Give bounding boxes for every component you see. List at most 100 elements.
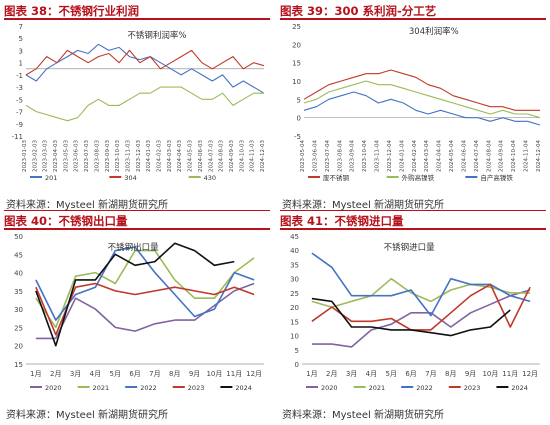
legend-label: 自产高镍铁 [480,173,513,182]
y-tick-label: 40 [14,270,23,278]
x-tick-label: 2024-12-04 [536,140,542,172]
y-tick-label: 20 [14,343,23,351]
y-tick-label: 15 [14,361,23,369]
chart-title: 不锈钢利润率% [127,30,186,41]
y-tick-label: 45 [14,251,23,259]
y-tick-label: 30 [14,306,23,314]
y-tick-label: 25 [290,290,299,298]
y-tick-label: 25 [292,23,301,31]
series-line-430 [25,86,264,122]
y-tick-label: 0 [295,361,299,369]
source-note-41: 资料来源：Mysteel 新湖期货研究所 [282,410,444,421]
y-tick-label: 7 [19,23,23,31]
legend-label: 201 [45,174,57,182]
legend-label: 2022 [416,384,433,392]
series-line-2021 [35,249,255,329]
x-tick-label: 2024-12-03 [260,140,266,172]
y-tick-label: 0 [297,115,301,123]
x-tick-label: 5月 [386,370,397,378]
chart-title: 304利润率% [409,26,459,37]
x-tick-label: 2023-02-03 [32,140,38,172]
x-tick-label: 2024-09-03 [229,140,235,172]
x-tick-label: 3月 [70,370,81,378]
series-line-2021 [311,277,531,308]
x-tick-label: 2023-09-04 [350,140,356,172]
import-volume-chart: 45 40 35 30 25 20 15 10 5 0 1月 2月 3月 4月 5月 6月 7月 8月 9月 10月 1… [290,233,540,392]
y-tick-label: -11 [12,133,23,141]
x-tick-label: 2024-04-03 [177,140,183,172]
y-tick-label: 10 [292,78,301,86]
x-tick-label: 2023-09-03 [105,140,111,172]
chart-title: 不锈钢进口量 [384,242,436,253]
series-line-废不锈钢 [303,69,540,111]
y-tick-label: -7 [16,109,23,117]
export-volume-chart: 50 45 40 35 30 25 20 15 1月 2月 3月 4月 5月 6月 7月 8月 9月 10月 11月… [14,233,264,392]
x-tick-label: 2024-10-04 [511,140,517,172]
x-tick-label: 4月 [90,370,101,378]
x-tick-label: 2024-05-03 [188,140,194,172]
source-note-40: 资料来源：Mysteel 新湖期货研究所 [6,410,168,421]
chart-header-39: 图表 39：300 系利润-分工艺 [280,3,546,20]
y-tick-label: 50 [14,233,23,241]
series-line-304 [25,49,265,76]
y-tick-label: 20 [290,304,299,312]
x-tick-label: 2023-05-03 [63,140,69,172]
x-tick-label: 1月 [30,370,41,378]
x-tick-label: 2023-07-03 [84,140,90,172]
legend-label: 外购高镍铁 [402,173,435,182]
x-tick-label: 6月 [129,370,140,378]
x-tick-label: 2024-02-04 [412,140,418,172]
x-tick-label: 2024-07-04 [474,140,480,172]
x-tick-label: 2024-01-03 [146,140,152,172]
x-tick-label: 2023-05-04 [300,140,306,172]
series-line-2023 [35,282,255,336]
legend-label: 2020 [45,384,62,392]
x-tick-label: 2024-03-04 [424,140,430,172]
chart-header-40: 图表 40：不锈钢出口量 [4,213,270,230]
y-tick-label: 45 [290,233,299,241]
legend-label: 2024 [511,384,528,392]
y-tick-label: 1 [19,60,23,68]
legend-label: 2020 [321,384,338,392]
x-tick-label: 2024-08-03 [219,140,225,172]
source-divider [4,210,270,211]
x-tick-label: 2023-08-03 [94,140,100,172]
y-tick-label: -5 [294,133,301,141]
y-tick-label: 15 [290,318,299,326]
x-tick-label: 2024-04-04 [437,140,443,172]
y-tick-label: 20 [292,41,301,49]
legend-label: 430 [204,174,216,182]
y-tick-label: -1 [16,72,23,80]
x-tick-label: 12月 [246,370,262,378]
x-tick-label: 2023-11-04 [375,140,381,172]
x-tick-label: 2024-09-04 [499,140,505,172]
y-tick-label: 15 [292,60,301,68]
series-line-2020 [311,289,531,348]
x-tick-label: 2023-10-03 [115,140,121,172]
x-tick-label: 8月 [169,370,180,378]
y-tick-label: 5 [19,35,23,43]
x-tick-label: 2023-11-03 [125,140,131,172]
x-tick-label: 2023-10-04 [362,140,368,172]
x-tick-label: 2023-12-03 [136,140,142,172]
y-tick-label: -5 [16,96,23,104]
x-tick-label: 2024-10-03 [239,140,245,172]
series-line-2024 [35,242,235,347]
chart-header-41: 图表 41：不锈钢进口量 [280,213,546,230]
series-line-自产高镍铁 [303,91,541,126]
x-tick-label: 2023-08-04 [337,140,343,172]
series-line-2022 [35,246,255,321]
legend-label: 2021 [369,384,386,392]
y-tick-label: -9 [16,121,23,129]
x-tick-label: 11月 [502,370,518,378]
x-tick-label: 2024-03-03 [167,140,173,172]
y-tick-label: 35 [14,288,23,296]
series-line-2022 [311,252,531,317]
y-tick-label: 40 [290,247,299,255]
x-tick-label: 9月 [189,370,200,378]
chart-header-38: 图表 38：不锈钢行业利润 [4,3,270,20]
x-tick-label: 4月 [366,370,377,378]
legend-label: 2023 [188,384,205,392]
x-tick-label: 2023-04-03 [53,140,59,172]
x-tick-label: 2023-12-04 [387,140,393,172]
